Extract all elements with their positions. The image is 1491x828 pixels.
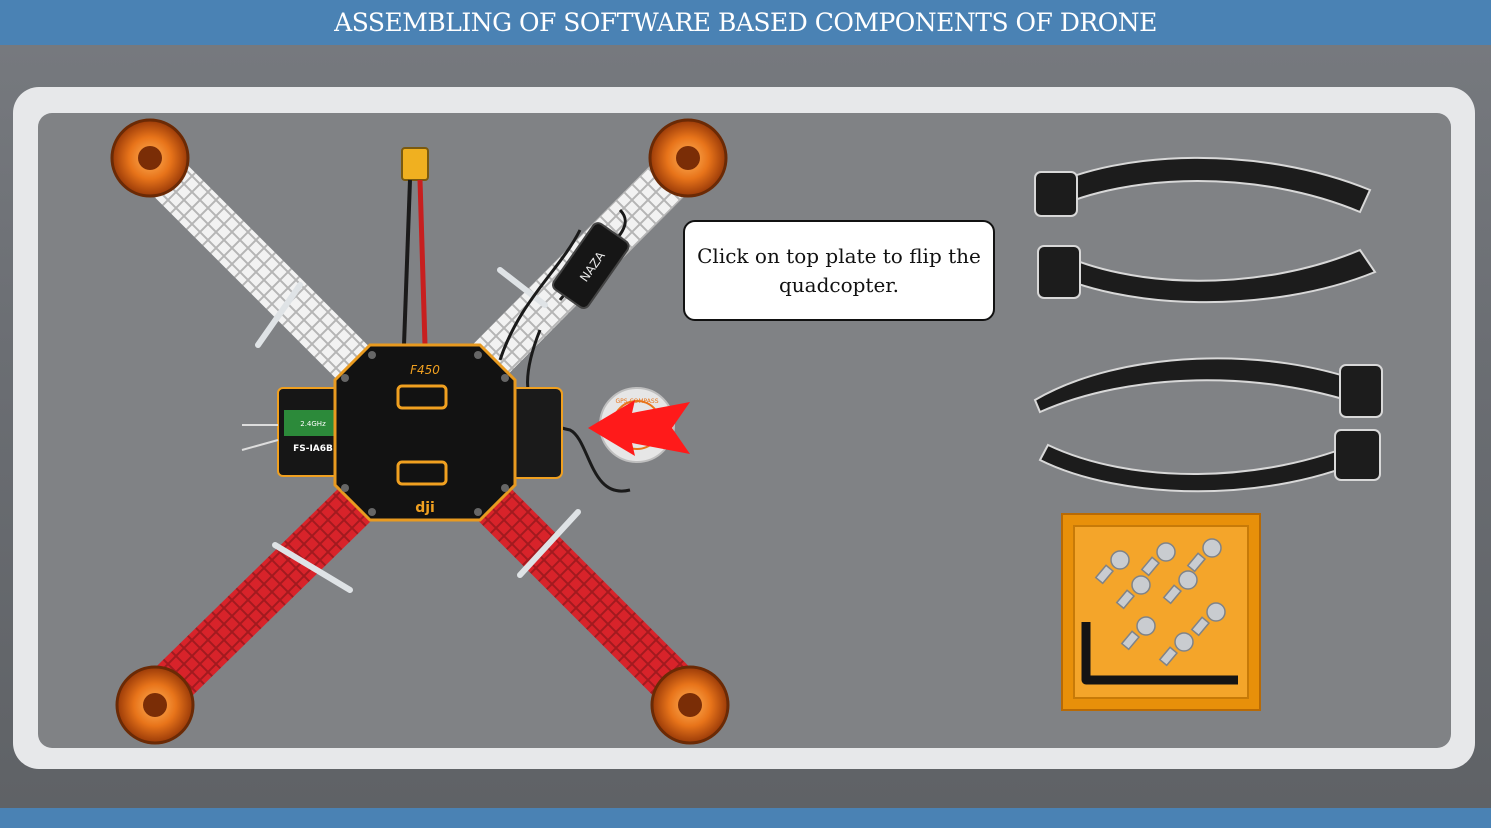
top-plate[interactable]: F450 dji [333, 343, 517, 522]
drone-assembly: NAZA 2.4GHz FS-IA6B F450 dji [110, 118, 730, 745]
hex-key-icon [1081, 622, 1238, 685]
arm-rear-left [132, 457, 403, 723]
gps-label: GPS COMPASS [615, 398, 658, 405]
header-bar: ASSEMBLING OF SOFTWARE BASED COMPONENTS … [0, 0, 1491, 45]
landing-gear-2[interactable] [1037, 245, 1377, 304]
motor-rear-right [650, 665, 730, 745]
landing-gear-4[interactable] [1038, 429, 1381, 493]
page-title: ASSEMBLING OF SOFTWARE BASED COMPONENTS … [334, 8, 1157, 37]
battery-connector [401, 147, 429, 346]
landing-gear-3[interactable] [1033, 357, 1383, 418]
motor-rear-left [115, 665, 195, 745]
arm-front-left [127, 137, 403, 413]
screws [1094, 538, 1226, 667]
motor-front-right [648, 118, 728, 198]
receiver-label: FS-IA6B [293, 444, 333, 454]
landing-gear-1[interactable] [1034, 156, 1372, 217]
frame-model-label: F450 [410, 363, 440, 377]
screw-tray[interactable] [1061, 513, 1261, 711]
receiver-fs-ia6b: 2.4GHz FS-IA6B [241, 387, 349, 477]
instruction-tooltip: Click on top plate to flip the quadcopte… [683, 220, 995, 321]
zip-ties [255, 267, 581, 593]
landing-gear-parts [1033, 156, 1383, 493]
arm-rear-right [447, 457, 713, 723]
dji-logo: dji [415, 500, 435, 516]
receiver-band: 2.4GHz [300, 420, 326, 428]
instruction-text: Click on top plate to flip the quadcopte… [697, 243, 981, 297]
flight-controller-naza: NAZA [552, 222, 630, 310]
footer-bar [0, 808, 1491, 828]
motor-front-left [110, 118, 190, 198]
pointer-arrow-icon [588, 400, 690, 456]
